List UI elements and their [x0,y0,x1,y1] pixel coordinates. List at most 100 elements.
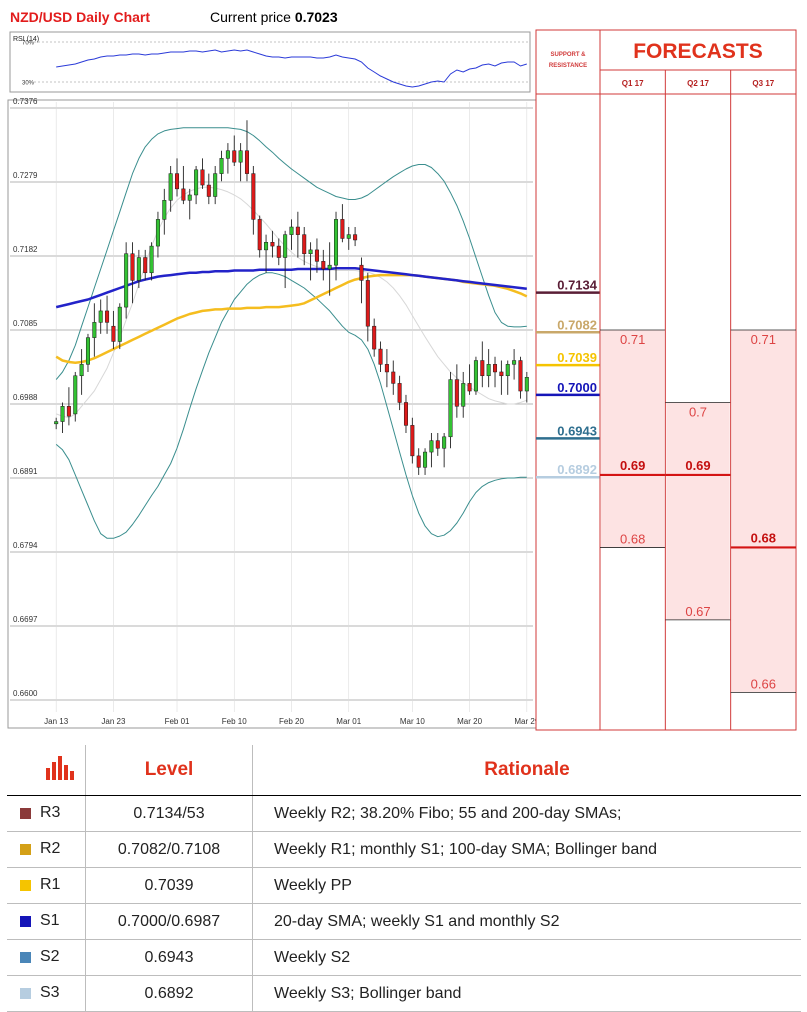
table-row: S1 0.7000/0.6987 20-day SMA; weekly S1 and… [7,903,801,940]
sr-level-value: 0.7039 [557,350,597,365]
candle-body [289,226,294,235]
candle-body [410,425,415,457]
candle-body [232,150,237,163]
bollinger-lower-line [55,272,527,539]
candle-body [524,377,529,392]
candle-body [206,184,211,197]
levels-table: Level Rationale R3 0.7134/53 Weekly R2; 38… [7,745,801,1012]
forecasts-title: FORECASTS [633,40,763,63]
level-value: 0.6892 [85,975,253,1012]
forecast-mid-value: 0.69 [620,458,645,473]
candle-body [308,249,313,254]
candle-body [66,406,71,417]
candle-body [467,383,472,392]
forecast-high-value: 0.7 [689,404,707,419]
candle-body [372,325,377,350]
forecasts-panel: FORECASTS Q1 17 0.71 0.69 0.68 Q2 17 0.7 0.69 0.… [599,29,797,731]
forecast-mid-value: 0.68 [751,530,776,545]
forecast-low-value: 0.67 [685,604,710,619]
x-tick-label: Feb 01 [165,717,190,726]
level-code: S3 [40,984,60,1002]
forecast-low-value: 0.66 [751,676,776,691]
candle-body [493,364,498,373]
level-color-swatch [20,987,31,999]
table-row: S2 0.6943 Weekly S2 [7,939,801,976]
y-tick-label: 0.7376 [13,97,38,106]
level-code: S1 [40,912,60,930]
candle-body [257,219,262,251]
candle-body [124,253,129,308]
price-frame [7,99,537,729]
candle-body [98,310,103,323]
forecast-quarter-label: Q2 17 [687,79,709,88]
x-tick-label: Feb 10 [222,717,247,726]
level-color-swatch [20,915,31,927]
candle-body [365,280,370,327]
chart-title: NZD/USD Daily Chart [10,9,151,25]
candle-body [473,360,478,392]
candle-body [276,245,281,258]
candle-body [155,219,160,247]
level-value: 0.7082/0.7108 [85,831,253,868]
candle-body [283,234,288,258]
sr-level-value: 0.7134 [557,278,598,293]
level-code: R3 [40,804,61,822]
candle-body [448,379,453,438]
candle-body [60,406,65,422]
rsi-level-label: 30% [22,81,35,87]
rsi-label: RSI (14) [13,36,39,43]
y-tick-label: 0.7279 [13,171,38,180]
candle-body [403,402,408,426]
rsi-level-label: 70% [22,41,35,47]
candle-body [225,150,230,159]
sr-level-value: 0.7082 [557,317,597,332]
y-tick-label: 0.6697 [13,615,38,624]
table-row: R2 0.7082/0.7108 Weekly R1; monthly S1; 10… [7,831,801,868]
candle-body [149,245,154,274]
candle-body [461,383,466,407]
x-tick-label: Mar 01 [336,717,361,726]
sr-level-value: 0.6943 [557,423,597,438]
levels-table-header: Level Rationale [7,745,801,796]
x-tick-label: Jan 13 [44,717,69,726]
candle-body [136,257,141,281]
candle-body [442,436,447,449]
level-code-cell: S3 [7,975,86,1012]
rationale-header: Rationale [252,745,801,796]
level-code-cell: R1 [7,867,86,904]
candle-body [213,173,218,197]
candle-body [327,264,332,270]
candle-body [512,360,517,365]
candle-body [244,150,249,174]
candle-body [187,194,192,201]
rsi-line [56,49,527,88]
table-row: R1 0.7039 Weekly PP [7,867,801,904]
level-rationale: 20-day SMA; weekly S1 and monthly S2 [252,903,801,940]
candle-body [181,188,186,201]
candle-body [346,234,351,239]
candle-body [486,364,491,377]
candle-body [79,364,84,377]
x-tick-label: Feb 20 [279,717,304,726]
candle-body [264,242,269,251]
level-color-swatch [20,843,31,855]
forecast-quarter-label: Q3 17 [752,79,774,88]
sr-frame [535,29,601,731]
candle-body [92,322,97,338]
y-tick-label: 0.6794 [13,541,38,550]
candle-body [321,261,326,270]
candle-body [423,451,428,468]
level-rationale: Weekly R1; monthly S1; 100-day SMA; Boll… [252,831,801,868]
level-code-cell: S2 [7,939,86,976]
table-row: S3 0.6892 Weekly S3; Bollinger band [7,975,801,1012]
level-code-cell: R3 [7,795,86,832]
candle-body [384,364,389,373]
forecast-range-band [666,402,730,620]
y-tick-label: 0.7085 [13,319,38,328]
chart-area: RSI (14)70%30% 0.73760.72790.71820.70850… [7,29,797,731]
sr-level-value: 0.6892 [557,462,597,477]
level-code-cell: R2 [7,831,86,868]
current-price: Current price 0.7023 [210,9,338,25]
level-value: 0.7134/53 [85,795,253,832]
bollinger-upper-line [55,127,527,380]
